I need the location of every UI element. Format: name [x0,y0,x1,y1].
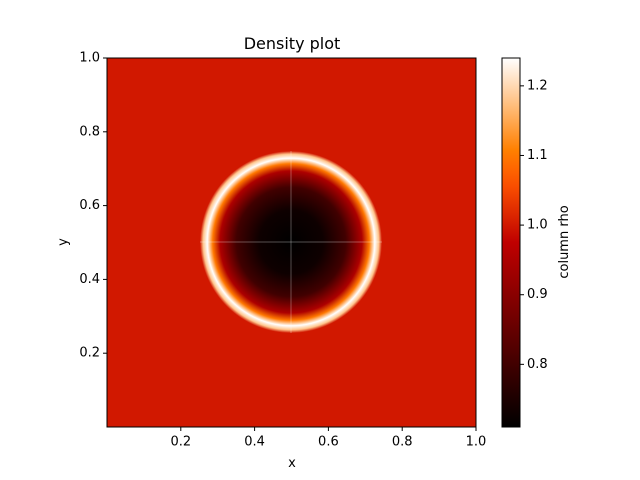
y-tick-label: 0.8 [79,124,100,139]
x-tick-label: 0.2 [170,435,191,450]
colorbar-tick-label: 0.9 [527,287,548,302]
colorbar-tick-label: 1.2 [527,78,548,93]
colorbar-tick-label: 0.8 [527,357,548,372]
y-axis-label: y [56,238,71,246]
plot-frame [106,57,477,428]
chart-title: Density plot [244,34,341,53]
colorbar-ticks: 0.8 0.9 1.0 1.1 1.2 [520,78,548,372]
cross-artifact [200,151,382,333]
colorbar-tick-label: 1.0 [527,218,548,233]
x-tick-label: 0.4 [244,435,265,450]
x-axis-ticks: 0.2 0.4 0.6 0.8 1.0 [170,427,486,450]
colorbar: 0.8 0.9 1.0 1.1 1.2 column rho [501,57,572,428]
y-axis-ticks: 0.2 0.4 0.6 0.8 1.0 [79,51,107,361]
y-tick-label: 0.6 [79,198,100,213]
x-axis-label: x [288,456,296,471]
y-tick-label: 0.2 [79,346,100,361]
x-tick-label: 1.0 [466,435,487,450]
colorbar-gradient [501,57,521,428]
plot-area [106,57,477,428]
y-tick-label: 0.4 [79,272,100,287]
colorbar-label: column rho [557,205,572,278]
density-bubble [200,151,382,333]
y-tick-label: 1.0 [79,51,100,66]
colorbar-tick-label: 1.1 [527,148,548,163]
x-tick-label: 0.8 [392,435,413,450]
x-tick-label: 0.6 [318,435,339,450]
